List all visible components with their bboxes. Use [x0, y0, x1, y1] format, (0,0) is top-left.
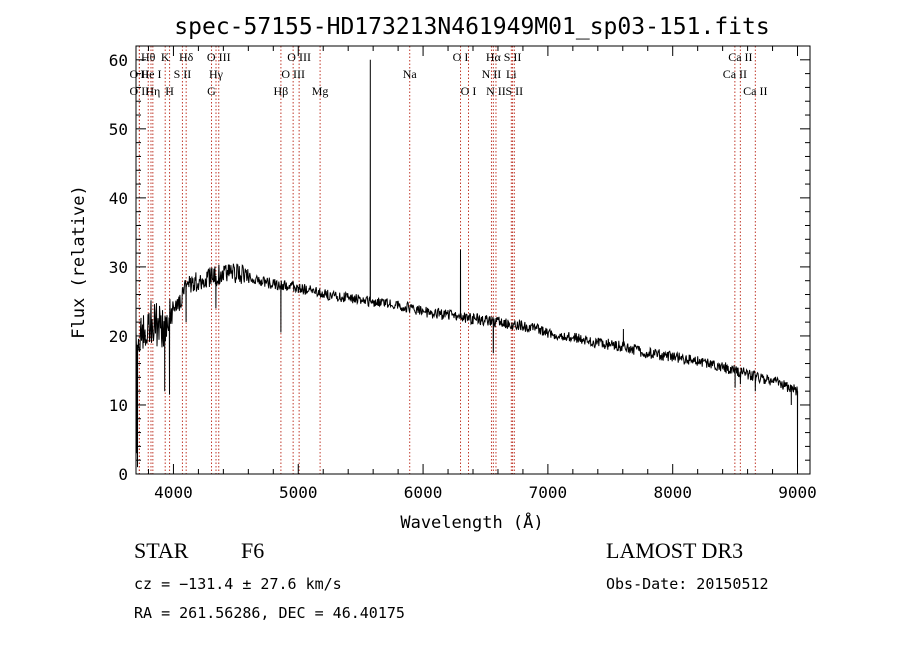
line-marker-label: Ca II — [728, 50, 752, 64]
y-axis-label: Flux (relative) — [69, 185, 89, 339]
line-marker-label: Li — [506, 67, 517, 81]
y-tick-label: 10 — [109, 396, 128, 415]
y-tick-label: 0 — [118, 465, 128, 484]
line-marker-label: G — [207, 84, 216, 98]
plot-frame — [135, 45, 811, 475]
line-marker-label: O I — [453, 50, 469, 64]
x-tick-label: 8000 — [653, 483, 692, 502]
survey-name: LAMOST DR3 — [606, 538, 744, 563]
x-axis-label: Wavelength (Å) — [400, 511, 543, 533]
x-axis-ticks: 4000 5000 6000 7000 8000 9000 — [147, 46, 817, 502]
y-tick-label: 40 — [109, 189, 128, 208]
line-marker-label: O II — [130, 84, 150, 98]
y-tick-label: 20 — [109, 327, 128, 346]
line-marker-label: N II — [486, 84, 506, 98]
y-tick-label: 50 — [109, 120, 128, 139]
line-marker-label: O I — [461, 84, 477, 98]
redshift-value: cz = −131.4 ± 27.6 km/s — [134, 575, 342, 593]
spectrum-series — [135, 59, 799, 468]
x-tick-label: 9000 — [778, 483, 817, 502]
line-marker-label: Hα — [486, 50, 502, 64]
x-tick-label: 4000 — [154, 483, 193, 502]
emission-line-markers — [138, 46, 756, 474]
line-marker-label: Hβ — [274, 84, 289, 98]
line-marker-label: O III — [287, 50, 311, 64]
line-marker-label: Mg — [312, 84, 329, 98]
x-tick-label: 7000 — [529, 483, 568, 502]
line-marker-label: Hη — [145, 84, 160, 98]
y-tick-label: 30 — [109, 258, 128, 277]
observation-date: Obs-Date: 20150512 — [606, 575, 769, 593]
line-marker-label: K — [161, 50, 170, 64]
line-marker-label: S II — [504, 50, 522, 64]
x-tick-label: 6000 — [404, 483, 443, 502]
spectrum-line — [135, 59, 799, 468]
line-marker-label: O III — [281, 67, 305, 81]
line-marker-label: Ca II — [723, 67, 747, 81]
line-marker-label: N II — [482, 67, 502, 81]
x-tick-label: 5000 — [279, 483, 318, 502]
line-marker-label: S II — [505, 84, 523, 98]
line-marker-label: H — [165, 84, 174, 98]
line-marker-label: Na — [403, 67, 418, 81]
y-axis-ticks: 0 10 20 30 40 50 60 — [109, 45, 810, 484]
y-tick-label: 60 — [109, 51, 128, 70]
line-marker-label: S II — [174, 67, 192, 81]
line-marker-label: Hδ — [179, 50, 194, 64]
line-marker-label: Hθ — [141, 50, 156, 64]
spectral-type: F6 — [241, 538, 265, 563]
object-class: STAR — [134, 538, 189, 563]
coordinates: RA = 261.56286, DEC = 46.40175 — [134, 604, 405, 622]
chart-title: spec-57155-HD173213N461949M01_sp03-151.f… — [174, 14, 769, 40]
line-marker-label: Ca II — [743, 84, 767, 98]
line-marker-label: Hγ — [209, 67, 224, 81]
line-marker-label: O III — [207, 50, 231, 64]
line-marker-label: He I — [140, 67, 161, 81]
